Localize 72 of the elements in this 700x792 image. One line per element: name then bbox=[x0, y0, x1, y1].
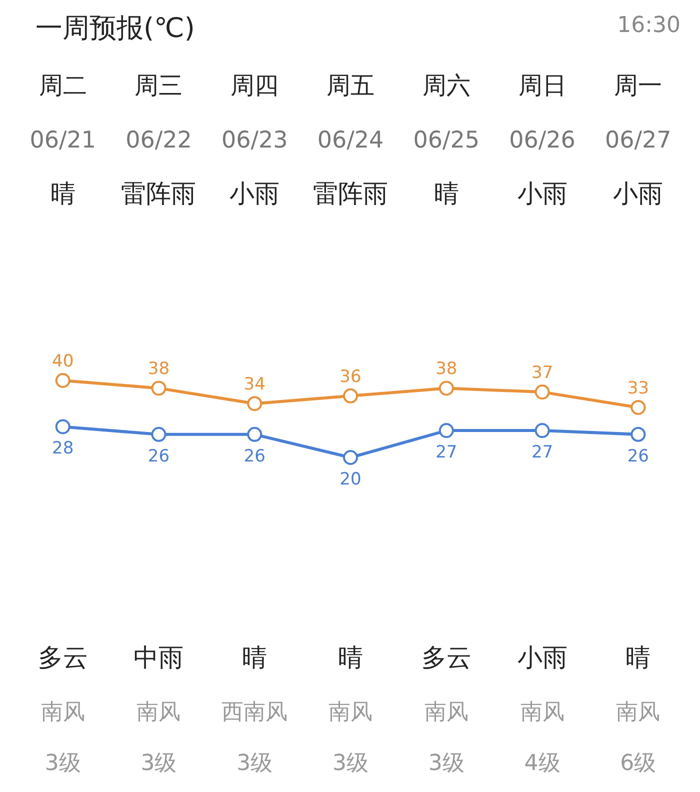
point bbox=[151, 380, 166, 396]
text: 小雨 bbox=[517, 643, 568, 672]
text: 3级 bbox=[236, 751, 273, 776]
text: 06/24 bbox=[317, 128, 384, 154]
data-label: 28 bbox=[52, 438, 74, 459]
text: 16:30 bbox=[617, 13, 681, 38]
data-label: 38 bbox=[148, 359, 170, 380]
text: 06/26 bbox=[509, 128, 576, 154]
text: 晴 bbox=[50, 179, 76, 208]
text: 南风 bbox=[328, 700, 372, 725]
x-tick-label: 周四 bbox=[230, 72, 279, 100]
point bbox=[247, 396, 262, 412]
point bbox=[630, 400, 646, 415]
text: 雷阵雨 bbox=[121, 179, 196, 208]
point bbox=[151, 426, 166, 442]
text: 小雨 bbox=[230, 179, 280, 208]
x-tick-label: 周日 bbox=[518, 72, 566, 100]
point bbox=[534, 423, 550, 438]
text: 3级 bbox=[428, 751, 464, 776]
point bbox=[55, 373, 70, 388]
data-label: 26 bbox=[627, 446, 649, 466]
data-label: 37 bbox=[531, 363, 554, 384]
text: 06/21 bbox=[30, 128, 96, 154]
text: 06/25 bbox=[413, 128, 480, 154]
point bbox=[55, 419, 70, 434]
x-tick-label: 周五 bbox=[326, 72, 374, 100]
data-label: 34 bbox=[244, 374, 266, 395]
data-label: 40 bbox=[52, 352, 74, 372]
text: 3级 bbox=[44, 751, 81, 776]
text: 3级 bbox=[140, 751, 177, 776]
point bbox=[247, 426, 262, 442]
data-label: 27 bbox=[531, 442, 554, 463]
point bbox=[438, 423, 454, 438]
text: 多云 bbox=[421, 643, 472, 672]
x-tick-label: 周一 bbox=[614, 72, 662, 100]
data-label: 27 bbox=[436, 442, 458, 463]
text: 中雨 bbox=[134, 643, 184, 672]
point bbox=[534, 384, 550, 400]
x-tick-label: 周六 bbox=[422, 72, 470, 100]
data-label: 38 bbox=[436, 359, 458, 380]
text: 小雨 bbox=[517, 179, 568, 208]
point bbox=[343, 450, 358, 465]
text: 南风 bbox=[40, 700, 85, 725]
text: 4级 bbox=[524, 751, 560, 776]
text: 西南风 bbox=[222, 700, 288, 725]
text: 南风 bbox=[424, 700, 468, 725]
chart-title: 一周预报(℃) bbox=[36, 13, 195, 44]
text: 小雨 bbox=[613, 179, 664, 208]
text: 南风 bbox=[616, 700, 660, 725]
text: 晴 bbox=[434, 179, 459, 208]
x-tick-label: 周二 bbox=[38, 72, 87, 100]
text: 多云 bbox=[38, 643, 88, 672]
text: 晴 bbox=[242, 643, 268, 672]
text: 06/23 bbox=[221, 128, 288, 154]
point bbox=[630, 426, 646, 442]
text: 06/27 bbox=[605, 128, 672, 154]
text: 晴 bbox=[338, 643, 363, 672]
text: 06/22 bbox=[126, 128, 192, 154]
point bbox=[438, 380, 454, 396]
data-label: 20 bbox=[340, 470, 362, 490]
text: 南风 bbox=[520, 700, 564, 725]
data-label: 36 bbox=[340, 366, 362, 387]
text: 南风 bbox=[136, 700, 181, 725]
point bbox=[343, 388, 358, 404]
data-label: 33 bbox=[627, 378, 649, 398]
x-tick-label: 周三 bbox=[134, 72, 183, 100]
text: 6级 bbox=[620, 751, 656, 776]
text: 3级 bbox=[332, 751, 368, 776]
data-label: 26 bbox=[148, 446, 170, 466]
text: 雷阵雨 bbox=[313, 179, 388, 208]
data-label: 26 bbox=[244, 446, 266, 466]
text: 晴 bbox=[626, 643, 651, 672]
